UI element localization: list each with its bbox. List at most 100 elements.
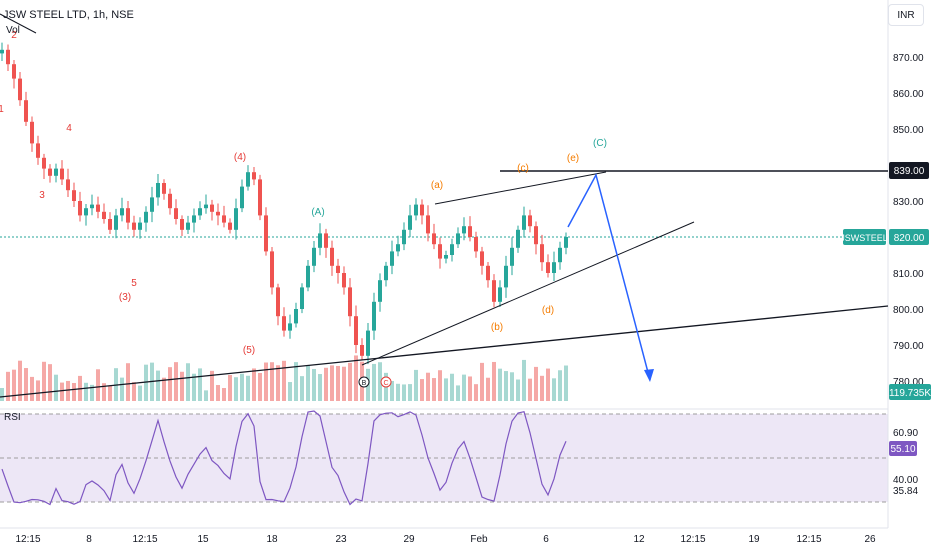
candle-body[interactable]	[558, 247, 562, 263]
wave-projection-path[interactable]	[567, 172, 651, 381]
candle-body[interactable]	[414, 204, 418, 216]
candle-body[interactable]	[498, 287, 502, 302]
candle-body[interactable]	[408, 215, 412, 230]
candle-body[interactable]	[126, 208, 130, 223]
currency-button[interactable]: INR	[888, 4, 924, 26]
candle-body[interactable]	[492, 280, 496, 302]
candle-body[interactable]	[360, 345, 364, 356]
candle-body[interactable]	[522, 215, 526, 230]
candle-body[interactable]	[96, 204, 100, 212]
candle-body[interactable]	[30, 121, 34, 144]
candle-body[interactable]	[456, 233, 460, 245]
candle-body[interactable]	[60, 168, 64, 180]
candle-body[interactable]	[486, 265, 490, 281]
candle-body[interactable]	[186, 222, 190, 230]
candle-body[interactable]	[18, 78, 22, 101]
candle-body[interactable]	[426, 215, 430, 234]
candle-body[interactable]	[516, 229, 520, 248]
candle-body[interactable]	[138, 222, 142, 230]
candle-body[interactable]	[198, 208, 202, 216]
candle-body[interactable]	[114, 215, 118, 230]
candle-body[interactable]	[324, 233, 328, 248]
candle-body[interactable]	[258, 179, 262, 216]
candle-body[interactable]	[438, 244, 442, 259]
candle-body[interactable]	[24, 100, 28, 122]
candle-body[interactable]	[240, 186, 244, 209]
candle-body[interactable]	[348, 287, 352, 317]
candle-body[interactable]	[102, 211, 106, 219]
candle-body[interactable]	[306, 265, 310, 288]
candle-body[interactable]	[78, 201, 82, 216]
candle-body[interactable]	[66, 179, 70, 191]
candle-body[interactable]	[108, 219, 112, 230]
candle-body[interactable]	[216, 211, 220, 216]
candle-body[interactable]	[36, 143, 40, 158]
candle-body[interactable]	[6, 49, 10, 65]
candle-body[interactable]	[180, 219, 184, 230]
candle-body[interactable]	[192, 215, 196, 223]
candle-body[interactable]	[264, 215, 268, 252]
candle-body[interactable]	[0, 49, 4, 54]
candle-body[interactable]	[552, 262, 556, 273]
candle-body[interactable]	[318, 233, 322, 248]
candle-body[interactable]	[276, 287, 280, 317]
candle-body[interactable]	[234, 208, 238, 230]
candle-body[interactable]	[144, 211, 148, 223]
candle-body[interactable]	[534, 226, 538, 245]
candle-body[interactable]	[294, 309, 298, 324]
candle-body[interactable]	[246, 172, 250, 187]
candle-body[interactable]	[546, 262, 550, 273]
candle-body[interactable]	[168, 193, 172, 209]
candle-body[interactable]	[204, 204, 208, 209]
top-left-trendline[interactable]	[0, 13, 37, 34]
triangle-lower-line[interactable]	[361, 221, 695, 366]
candle-body[interactable]	[222, 215, 226, 223]
candle-body[interactable]	[510, 247, 514, 266]
candle-body[interactable]	[432, 233, 436, 245]
candle-body[interactable]	[336, 265, 340, 273]
candle-body[interactable]	[390, 251, 394, 266]
candle-body[interactable]	[462, 226, 466, 234]
candle-body[interactable]	[270, 251, 274, 288]
candle-body[interactable]	[528, 215, 532, 227]
triangle-upper-line[interactable]	[434, 171, 607, 205]
candle-body[interactable]	[210, 204, 214, 212]
candle-body[interactable]	[228, 222, 232, 230]
candle-body[interactable]	[90, 204, 94, 209]
candle-body[interactable]	[72, 190, 76, 201]
candle-body[interactable]	[444, 255, 448, 259]
candle-body[interactable]	[288, 323, 292, 331]
candle-body[interactable]	[366, 330, 370, 356]
candle-body[interactable]	[450, 244, 454, 255]
candle-body[interactable]	[282, 316, 286, 331]
candle-body[interactable]	[132, 222, 136, 230]
candle-body[interactable]	[12, 64, 16, 79]
candle-body[interactable]	[48, 168, 52, 176]
candle-body[interactable]	[312, 247, 316, 266]
candle-body[interactable]	[42, 157, 46, 169]
candle-body[interactable]	[330, 247, 334, 266]
candle-body[interactable]	[354, 316, 358, 345]
candle-body[interactable]	[150, 197, 154, 212]
candle-body[interactable]	[84, 208, 88, 216]
candle-body[interactable]	[378, 280, 382, 302]
candle-body[interactable]	[420, 204, 424, 216]
candle-body[interactable]	[480, 251, 484, 266]
candle-body[interactable]	[300, 287, 304, 309]
candle-body[interactable]	[162, 183, 166, 194]
candle-body[interactable]	[174, 208, 178, 219]
candle-body[interactable]	[540, 244, 544, 263]
candle-body[interactable]	[564, 237, 568, 248]
candle-body[interactable]	[156, 183, 160, 198]
candle-body[interactable]	[474, 237, 478, 252]
candle-body[interactable]	[54, 168, 58, 176]
candle-body[interactable]	[468, 226, 472, 237]
candle-body[interactable]	[252, 172, 256, 180]
candle-body[interactable]	[504, 265, 508, 288]
candle-body[interactable]	[342, 273, 346, 288]
candle-body[interactable]	[384, 265, 388, 281]
long-trendline[interactable]	[0, 305, 889, 398]
candle-body[interactable]	[396, 244, 400, 252]
candle-body[interactable]	[372, 301, 376, 331]
